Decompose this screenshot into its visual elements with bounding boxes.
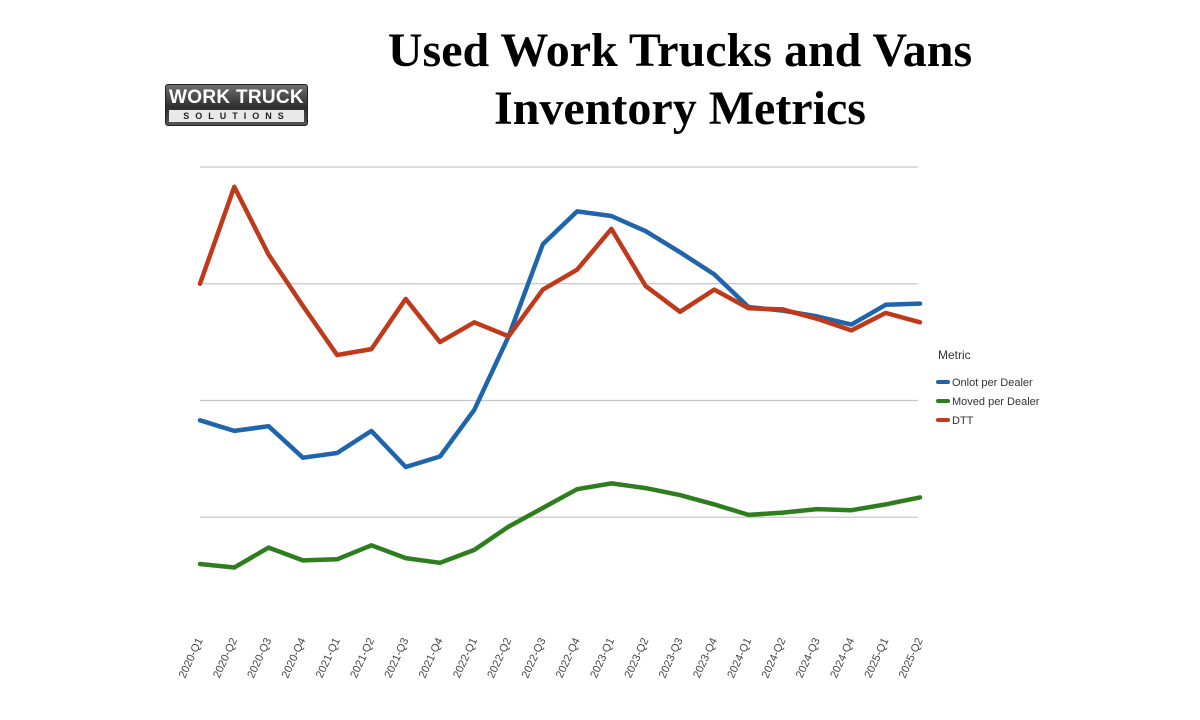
- x-tick-label: 2021-Q3: [382, 636, 411, 680]
- x-tick-label: 2021-Q1: [314, 636, 343, 680]
- x-tick-label: 2025-Q1: [862, 636, 891, 680]
- legend-label-onlot-per-dealer: Onlot per Dealer: [952, 377, 1033, 389]
- logo-main-text: WORK TRUCK: [169, 87, 304, 108]
- x-tick-label: 2022-Q1: [451, 636, 480, 680]
- x-tick-label: 2024-Q1: [725, 636, 754, 680]
- x-tick-label: 2020-Q2: [211, 636, 240, 680]
- series-line-onlot-per-dealer: [197, 209, 923, 470]
- legend-title: Metric: [938, 348, 971, 362]
- x-tick-label: 2020-Q4: [280, 636, 309, 680]
- x-tick-label: 2024-Q2: [760, 636, 789, 680]
- gridlines: [200, 166, 918, 518]
- x-tick-label: 2023-Q3: [657, 636, 686, 680]
- x-tick-label: 2020-Q3: [245, 636, 274, 680]
- x-tick-label: 2024-Q4: [828, 636, 857, 680]
- x-tick-label: 2022-Q3: [520, 636, 549, 680]
- legend-label-dtt: DTT: [952, 415, 974, 427]
- x-axis-tick-labels: 2020-Q1 2020-Q2 2020-Q3 2020-Q4 2021-Q1 2021-…: [177, 636, 926, 680]
- x-tick-label: 2021-Q4: [417, 636, 446, 680]
- x-tick-label: 2022-Q4: [554, 636, 583, 680]
- x-tick-label: 2023-Q1: [588, 636, 617, 680]
- x-tick-label: 2021-Q2: [348, 636, 377, 680]
- x-tick-label: 2020-Q1: [177, 636, 206, 680]
- x-tick-label: 2023-Q2: [622, 636, 651, 680]
- x-tick-label: 2024-Q3: [794, 636, 823, 680]
- series-lines: [197, 184, 923, 570]
- series-line-dtt: [197, 184, 923, 358]
- series-line-moved-per-dealer: [197, 481, 923, 570]
- work-truck-solutions-logo: WORK TRUCK SOLUTIONS: [165, 84, 308, 126]
- x-tick-label: 2023-Q4: [691, 636, 720, 680]
- logo-sub-text: SOLUTIONS: [169, 110, 304, 122]
- legend: Metric Onlot per Dealer Moved per Dealer D…: [936, 348, 1040, 427]
- x-tick-label: 2025-Q2: [897, 636, 926, 680]
- legend-label-moved-per-dealer: Moved per Dealer: [952, 396, 1040, 408]
- chart-title: Used Work Trucks and Vans Inventory Metr…: [387, 24, 973, 135]
- x-tick-label: 2022-Q2: [485, 636, 514, 680]
